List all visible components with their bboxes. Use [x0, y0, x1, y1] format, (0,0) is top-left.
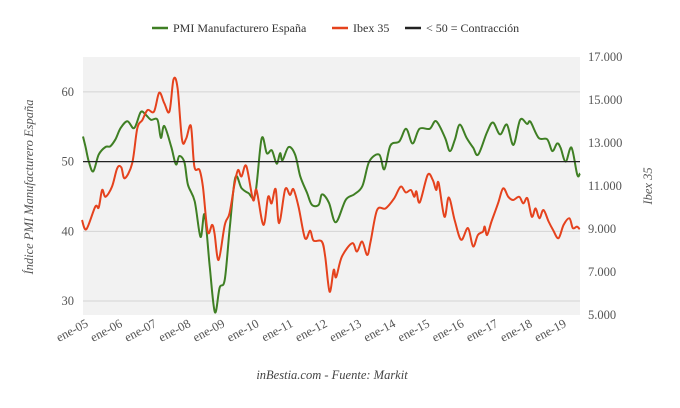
x-tick-label: ene-19	[532, 316, 569, 344]
x-tick-label: ene-16	[430, 316, 467, 344]
x-tick-label: ene-15	[395, 316, 432, 344]
x-tick-label: ene-06	[88, 316, 125, 344]
x-tick-label: ene-09	[190, 316, 227, 344]
legend: PMI Manufacturero España Ibex 35 < 50 = …	[152, 21, 519, 35]
x-tick-label: ene-11	[259, 316, 295, 344]
x-tick-label: ene-13	[327, 316, 364, 344]
series-line-pmi	[82, 110, 581, 314]
x-tick-label: ene-05	[54, 316, 91, 344]
x-tick-label: ene-10	[225, 316, 262, 344]
y-axis-title: Índice PMI Manufacturero España	[22, 99, 36, 275]
series-line-ibex	[81, 76, 581, 293]
y2-tick-label: 9.000	[588, 222, 616, 236]
legend-item-ibex[interactable]: Ibex 35	[332, 21, 389, 35]
legend-item-pmi[interactable]: PMI Manufacturero España	[152, 21, 307, 35]
x-tick-label: ene-18	[498, 316, 535, 344]
y-tick-label: 50	[62, 155, 75, 169]
legend-label-ibex: Ibex 35	[353, 21, 389, 35]
x-tick-label: ene-14	[361, 316, 398, 345]
y-tick-label: 40	[62, 224, 75, 238]
x-tick-label: ene-07	[122, 316, 159, 344]
legend-label-pmi: PMI Manufacturero España	[173, 21, 307, 35]
x-tick-label: ene-17	[464, 316, 501, 344]
y2-tick-label: 15.000	[588, 93, 622, 107]
x-tick-label: ene-12	[293, 316, 330, 344]
y2-axis-title: Ibex 35	[641, 167, 655, 205]
y2-tick-label: 17.000	[588, 50, 622, 64]
y-tick-label: 30	[62, 294, 75, 308]
legend-label-contraction: < 50 = Contracción	[426, 21, 519, 35]
y2-tick-label: 5.000	[588, 308, 616, 322]
x-tick-label: ene-08	[156, 316, 193, 344]
y2-tick-label: 7.000	[588, 265, 616, 279]
y2-tick-label: 13.000	[588, 136, 622, 150]
y2-tick-label: 11.000	[588, 179, 622, 193]
legend-item-contraction[interactable]: < 50 = Contracción	[405, 21, 519, 35]
chart-footer: inBestia.com - Fuente: Markit	[256, 368, 408, 382]
plot-background	[83, 57, 580, 315]
y-tick-label: 60	[62, 85, 75, 99]
